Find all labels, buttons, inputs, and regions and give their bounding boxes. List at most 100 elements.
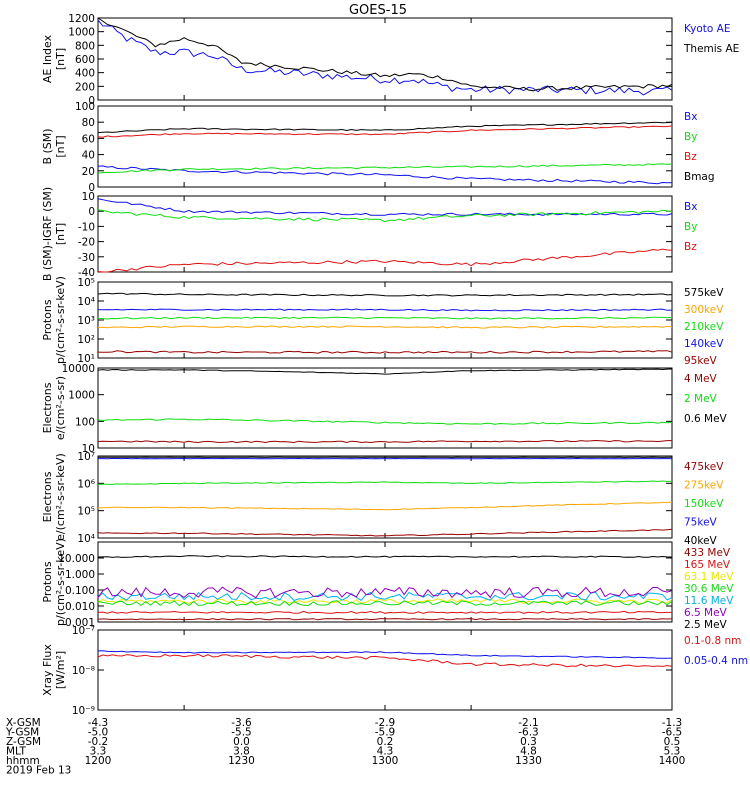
orbit-value: 0.3 (520, 736, 537, 748)
orbit-value: 0.5 (664, 736, 681, 748)
orbit-value: 4.3 (377, 746, 394, 758)
ytick-label: 0 (88, 206, 95, 218)
ytick-label: 10⁻⁷ (72, 625, 95, 637)
ytick-label: 0 (88, 95, 95, 107)
y-axis-label: AE Index (41, 34, 54, 83)
orbit-value: -3.6 (231, 717, 252, 729)
ytick-label: 10000 (62, 363, 95, 375)
series-line-0-05-0-4-nm (97, 650, 673, 659)
legend-entry: 275keV (684, 480, 724, 492)
legend-entry: 575keV (684, 287, 724, 299)
ytick-label: 0.010 (65, 601, 95, 613)
orbit-value: 5.3 (664, 746, 681, 758)
legend-entry: 75keV (684, 517, 718, 529)
ytick-label: 1000 (68, 27, 95, 39)
series-line-165-mev (97, 610, 672, 614)
panel-frame (97, 195, 673, 273)
legend-entry: 210keV (684, 321, 724, 333)
ytick-label: 10⁷ (77, 451, 95, 463)
orbit-date: 2019 Feb 13 (6, 765, 71, 777)
orbit-value: 1400 (659, 755, 686, 767)
legend-entry: 4 MeV (684, 373, 718, 385)
ytick-label: 10⁵ (77, 506, 95, 518)
ytick-label: 200 (75, 81, 95, 93)
orbit-value: 0.2 (377, 736, 394, 748)
legend-entry: Kyoto AE (684, 23, 730, 35)
y-axis-unit: e/(cm²-s-sr-keV) (54, 453, 67, 541)
ytick-label: 10.000 (58, 553, 95, 565)
legend-entry: 165 MeV (684, 559, 731, 571)
y-axis-unit: p/(cm²-s-sr-keV) (54, 276, 67, 364)
ytick-label: 60 (82, 133, 95, 145)
series-line-bz (97, 248, 673, 273)
y-axis-label: Protons (41, 299, 54, 340)
orbit-value: 1330 (515, 755, 542, 767)
orbit-value: -2.1 (518, 717, 539, 729)
ytick-label: 10⁵ (77, 277, 95, 289)
ytick-label: -10 (78, 221, 95, 233)
ytick-label: 10 (82, 191, 95, 203)
panel-frame (97, 367, 673, 449)
legend-entry: Bmag (684, 171, 715, 183)
orbit-value: -6.5 (662, 727, 683, 739)
orbit-value: 1200 (85, 755, 112, 767)
series-line-bz (97, 125, 673, 138)
y-axis-unit: [nT] (54, 48, 67, 70)
series-line-475kev (97, 528, 673, 537)
series-line-6-5-mev (97, 586, 673, 599)
orbit-row-label: Z-GSM (6, 736, 41, 748)
legend-entry: Bz (684, 241, 697, 253)
series-line-by (97, 163, 673, 174)
y-axis-label: B (SM)-IGRF (SM) (41, 187, 54, 281)
panel-frame (97, 455, 673, 539)
orbit-value: -0.2 (88, 736, 109, 748)
orbit-value: 1230 (228, 755, 255, 767)
ytick-label: 1200 (68, 13, 95, 25)
orbit-value: -1.3 (662, 717, 683, 729)
ytick-label: 10⁴ (77, 296, 95, 308)
panel-frame (97, 541, 673, 623)
ytick-label: 10⁻⁸ (72, 665, 95, 677)
ytick-label: 10⁶ (77, 478, 95, 490)
chart-title: GOES-15 (349, 3, 407, 18)
legend-entry: Bx (684, 201, 697, 213)
ytick-label: -20 (78, 237, 95, 249)
panel-frame (97, 17, 673, 101)
ytick-label: 400 (75, 68, 95, 80)
legend-entry: 63.1 MeV (684, 571, 734, 583)
legend-entry: 0.05-0.4 nm (684, 655, 748, 667)
ytick-label: 600 (75, 54, 95, 66)
series-line-by (97, 209, 673, 223)
legend-entry: Themis AE (683, 43, 739, 55)
y-axis-unit: [nT] (54, 135, 67, 157)
orbit-value: 4.8 (520, 746, 537, 758)
ytick-label: -40 (78, 267, 95, 279)
y-axis-label: Electrons (41, 471, 54, 522)
legend-entry: By (684, 131, 697, 143)
orbit-value: -4.3 (88, 717, 109, 729)
series-line-0-6-mev (97, 368, 673, 375)
series-line-433-mev (97, 618, 673, 621)
ytick-label: 0.100 (65, 585, 95, 597)
legend-entry: 433 MeV (684, 547, 731, 559)
legend-entry: 300keV (684, 304, 724, 316)
legend-entry: 475keV (684, 461, 724, 473)
ytick-label: 80 (82, 117, 95, 129)
ytick-label: 0.001 (65, 617, 95, 629)
ytick-label: 100 (75, 101, 95, 113)
series-line-bmag (97, 121, 673, 134)
legend-entry: 2.5 MeV (684, 619, 728, 631)
legend-entry: 150keV (684, 498, 724, 510)
ytick-label: 10³ (77, 315, 95, 327)
series-line-0-1-0-8-nm (97, 653, 673, 668)
y-axis-unit: e/(cm²-s-sr) (54, 376, 67, 440)
y-axis-label: B (SM) (41, 128, 54, 164)
legend-entry: 40keV (684, 535, 718, 547)
ytick-label: 10⁴ (77, 533, 95, 545)
series-line-4-mev (97, 439, 672, 444)
series-line-210kev (97, 316, 673, 320)
ytick-label: 0 (88, 182, 95, 194)
series-line-275kev (97, 501, 673, 511)
series-line-kyoto-ae (97, 19, 673, 96)
